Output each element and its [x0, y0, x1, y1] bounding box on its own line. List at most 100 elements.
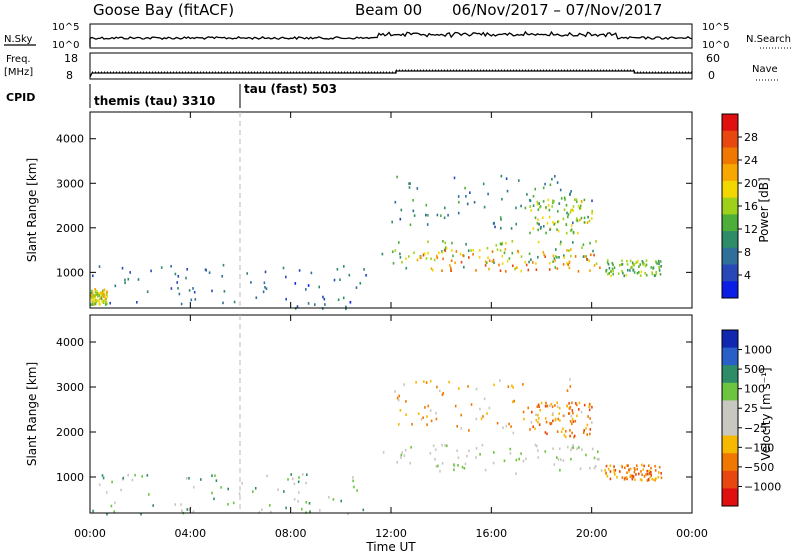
- echo-cell: [98, 483, 101, 486]
- echo-cell: [493, 261, 495, 264]
- echo-cell: [465, 195, 467, 198]
- echo-cell: [633, 467, 636, 470]
- echo-cell: [488, 267, 490, 271]
- echo-cell: [394, 200, 397, 204]
- echo-cell: [461, 465, 464, 469]
- echo-cell: [549, 404, 551, 408]
- echo-cell: [394, 249, 397, 252]
- echo-cell: [472, 253, 474, 256]
- echo-cell: [396, 396, 399, 400]
- echo-cell: [343, 265, 345, 268]
- echo-cell: [592, 249, 594, 253]
- echo-cell: [500, 218, 502, 221]
- colorbar-segment: [722, 214, 738, 232]
- echo-cell: [610, 274, 612, 278]
- colorbar-segment: [722, 418, 738, 437]
- echo-cell: [626, 477, 628, 481]
- echo-cell: [505, 242, 507, 245]
- echo-cell: [574, 255, 577, 258]
- echo-cell: [150, 269, 152, 273]
- echo-cell: [450, 269, 452, 272]
- echo-cell: [103, 288, 106, 292]
- echo-cell: [462, 254, 464, 257]
- echo-cell: [100, 297, 103, 300]
- echo-cell: [495, 244, 498, 247]
- echo-cell: [221, 275, 223, 278]
- echo-cell: [515, 458, 518, 462]
- echo-cell: [101, 474, 104, 477]
- echo-cell: [185, 477, 188, 480]
- echo-cell: [106, 291, 108, 294]
- echo-cell: [554, 255, 557, 258]
- echo-cell: [619, 264, 621, 267]
- echo-cell: [445, 247, 448, 250]
- echo-cell: [644, 264, 647, 268]
- echo-cell: [181, 509, 183, 512]
- nsearch-tick-high: 10^5: [702, 22, 729, 33]
- echo-cell: [492, 258, 495, 262]
- echo-cell: [569, 420, 572, 423]
- echo-cell: [589, 428, 592, 431]
- echo-cell: [200, 478, 202, 481]
- echo-cell: [593, 264, 596, 267]
- echo-cell: [552, 254, 555, 258]
- echo-cell: [608, 272, 610, 275]
- echo-cell: [301, 473, 304, 476]
- echo-cell: [554, 175, 556, 178]
- echo-cell: [509, 452, 512, 455]
- echo-cell: [650, 466, 652, 470]
- echo-cell: [532, 425, 534, 428]
- echo-cell: [634, 478, 636, 481]
- echo-cell: [579, 207, 582, 210]
- echo-cell: [582, 243, 585, 246]
- echo-cell: [492, 461, 495, 465]
- echo-cell: [636, 259, 639, 263]
- echo-cell: [571, 417, 574, 421]
- echo-cell: [540, 401, 543, 405]
- echo-cell: [131, 478, 134, 482]
- echo-cell: [570, 448, 572, 452]
- velocity-ylabel: Slant Range [km]: [25, 362, 39, 466]
- echo-cell: [522, 459, 525, 463]
- xtick-label: 16:00: [475, 527, 507, 540]
- echo-cell: [250, 281, 252, 284]
- echo-cell: [560, 430, 563, 433]
- ytick-label: 3000: [56, 177, 84, 190]
- nave-trace: [92, 69, 692, 73]
- echo-cell: [400, 208, 403, 212]
- echo-cell: [554, 418, 557, 422]
- nsky-panel: [89, 23, 693, 49]
- echo-cell: [645, 473, 647, 476]
- echo-cell: [318, 285, 320, 289]
- echo-cell: [605, 270, 607, 273]
- echo-cell: [486, 246, 489, 250]
- echo-cell: [565, 430, 567, 433]
- echo-cell: [544, 450, 547, 453]
- echo-cell: [552, 220, 554, 224]
- echo-cell: [178, 292, 181, 296]
- echo-cell: [441, 393, 444, 396]
- echo-cell: [529, 428, 531, 431]
- echo-cell: [624, 476, 626, 480]
- echo-cell: [575, 200, 578, 203]
- echo-cell: [103, 293, 105, 296]
- echo-cell: [563, 208, 566, 211]
- echo-cell: [450, 259, 453, 262]
- echo-cell: [457, 456, 460, 460]
- echo-cell: [460, 260, 463, 264]
- echo-cell: [565, 231, 568, 235]
- freq-panel: [89, 52, 693, 80]
- echo-cell: [553, 200, 555, 203]
- echo-cell: [92, 509, 94, 513]
- echo-cell: [174, 503, 176, 506]
- echo-cell: [535, 413, 537, 416]
- echo-cell: [104, 303, 107, 306]
- echo-cell: [594, 465, 597, 468]
- echo-cell: [432, 444, 435, 447]
- colorbar-tick-label: −100: [744, 441, 774, 454]
- echo-cell: [180, 503, 182, 506]
- echo-cell: [559, 188, 562, 192]
- echo-cell: [560, 197, 563, 200]
- echo-cell: [443, 216, 446, 220]
- echo-cell: [504, 248, 507, 251]
